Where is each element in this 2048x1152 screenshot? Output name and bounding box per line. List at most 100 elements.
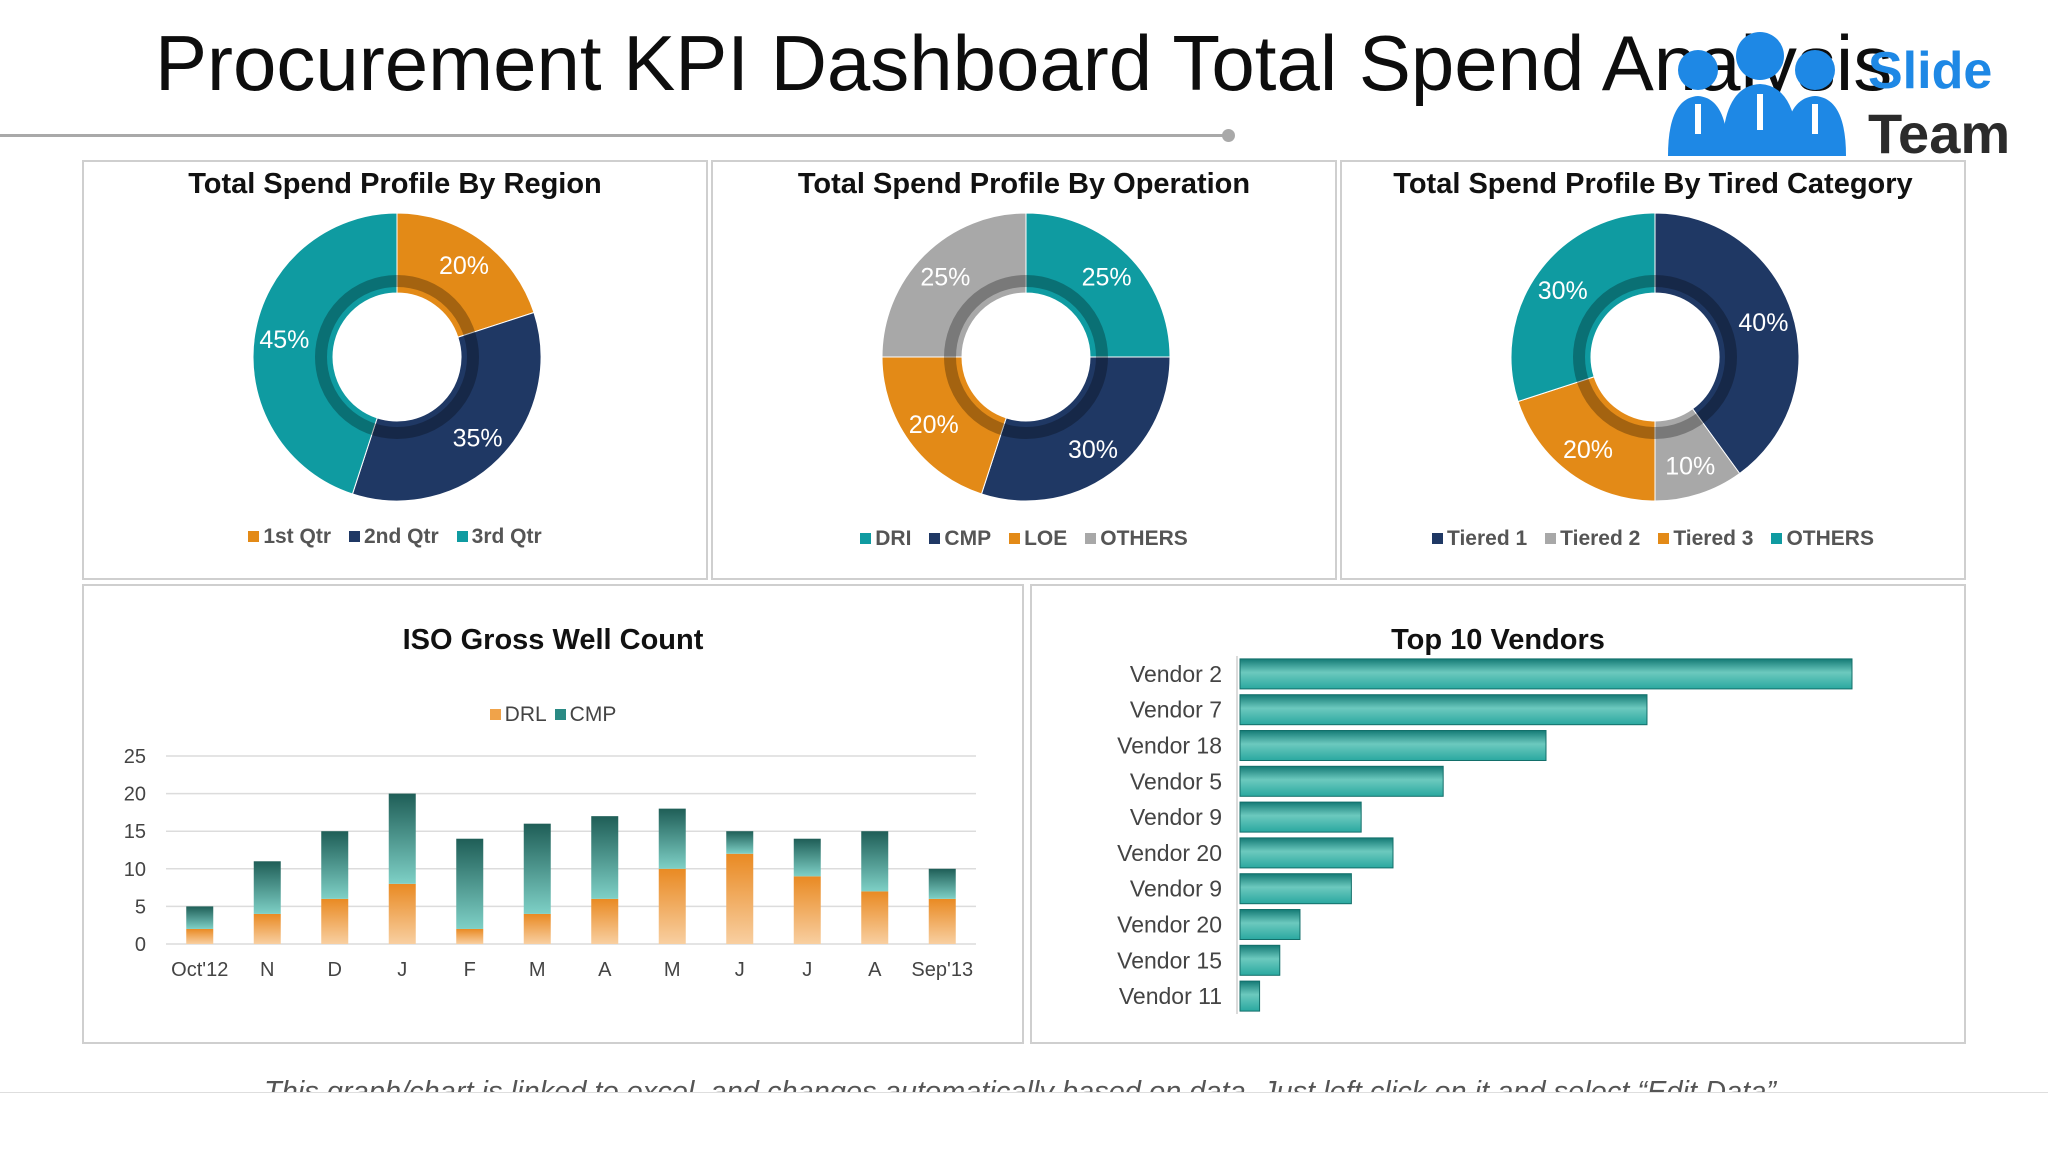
category-label: Vendor 11 [1119,983,1222,1009]
bar-vendor-9-4[interactable] [1239,801,1362,833]
legend-swatch [1545,533,1557,544]
bar-vendor-9-6[interactable] [1239,873,1352,905]
bar-cmp-3[interactable] [388,793,416,884]
slice-label-3rd-qtr: 45% [259,326,309,354]
panel-spend-by-region[interactable]: Total Spend Profile By Region 20% 35% 45% … [82,160,708,580]
legend-item-2nd-qtr: 2nd Qtr [349,525,439,549]
bar-cmp-4[interactable] [456,838,484,929]
legend-item-cmp: CMP [929,527,991,551]
category-label: Vendor 20 [1117,840,1222,866]
donut-inner-ring [944,275,1108,439]
bar-drl-9[interactable] [793,876,821,944]
x-tick-label: Oct'12 [171,959,228,981]
bar-cmp-7[interactable] [658,808,686,869]
legend-swatch [456,531,468,542]
legend-swatch [929,533,941,544]
bar-drl-6[interactable] [591,898,619,944]
slice-label-1st-qtr: 20% [439,252,489,280]
bar-vendor-11-9[interactable] [1239,980,1261,1012]
category-label: Vendor 15 [1117,947,1222,973]
donut-inner-ring [315,275,479,439]
slice-label-loe: 20% [909,411,959,439]
slice-label-tiered-2: 10% [1665,452,1715,480]
bar-vendor-18-2[interactable] [1239,730,1547,761]
bar-drl-11[interactable] [928,898,956,944]
donut-chart-operation[interactable]: 25% 30% 20% 25% [713,202,1339,532]
slice-label-tiered-3: 20% [1563,436,1613,464]
bar-cmp-8[interactable] [726,831,754,854]
people-group-icon [1668,32,1846,156]
bar-cmp-5[interactable] [523,823,551,914]
bar-cmp-0[interactable] [186,906,214,929]
bar-vendor-15-8[interactable] [1239,944,1281,976]
bar-drl-10[interactable] [861,891,889,944]
bar-vendor-7-1[interactable] [1239,694,1648,726]
legend-item-loe: LOE [1009,527,1067,551]
legend-label: Tiered 1 [1447,526,1528,550]
category-label: Vendor 5 [1130,768,1222,794]
bar-drl-1[interactable] [253,913,281,944]
legend-label: OTHERS [1100,526,1188,550]
legend-item-tiered-1: Tiered 1 [1432,527,1527,551]
panel-top-10-vendors[interactable]: Top 10 Vendors Vendor 2 Vendor 7 Vendor 18… [1030,584,1966,1044]
bar-drl-5[interactable] [523,913,551,944]
chart-legend: 1st Qtr 2nd Qtr 3rd Qtr [84,524,706,549]
title-underline-dot [1222,129,1235,142]
x-tick-label: Sep'13 [911,959,973,981]
horizontal-bar-chart[interactable]: Vendor 2 Vendor 7 Vendor 18 Vendor 5 Vendor … [1032,656,1968,1036]
bar-drl-7[interactable] [658,868,686,944]
slideteam-logo: Slide Team [1668,32,2010,165]
x-tick-label: M [529,959,546,981]
slice-label-tiered-1: 40% [1738,309,1788,337]
slice-label-dri: 25% [1082,263,1132,291]
legend-swatch [860,533,872,544]
donut-chart-region[interactable]: 20% 35% 45% [84,202,710,532]
legend-label: CMP [944,526,992,550]
chart-legend: DRL CMP [84,702,1022,727]
category-label: Vendor 2 [1130,661,1222,687]
legend-label: OTHERS [1786,526,1874,550]
legend-label: 3rd Qtr [471,524,542,548]
chart-legend: DRI CMP LOE OTHERS [713,526,1335,551]
category-label: Vendor 7 [1130,697,1222,723]
bar-drl-3[interactable] [388,883,416,944]
y-tick-label: 10 [124,859,146,881]
bar-cmp-2[interactable] [321,831,349,899]
panel-iso-gross-well-count[interactable]: ISO Gross Well Count DRL CMP 0 5 10 15 20 25 Oc… [82,584,1024,1044]
slice-2nd-qtr[interactable] [351,311,542,502]
x-tick-label: A [598,959,612,981]
legend-item-drl: DRL [489,702,547,727]
bar-cmp-9[interactable] [793,838,821,877]
legend-item-cmp: CMP [554,703,616,727]
donut-chart-tiered-category[interactable]: 40% 10% 20% 30% [1342,202,1968,532]
bar-cmp-6[interactable] [591,816,619,899]
bar-cmp-1[interactable] [253,861,281,914]
legend-swatch [1771,533,1783,544]
bar-vendor-20-5[interactable] [1239,837,1394,869]
bar-drl-8[interactable] [726,853,754,944]
x-tick-label: J [397,959,407,981]
bar-drl-2[interactable] [321,898,349,944]
bar-vendor-2-0[interactable] [1239,658,1853,690]
stacked-column-chart[interactable]: 0 5 10 15 20 25 Oct'12 N D J F M A M J J A Sep'13 [84,736,1026,1036]
y-tick-label: 20 [124,784,146,806]
panel-spend-by-tiered-category[interactable]: Total Spend Profile By Tired Category 40… [1340,160,1966,580]
bar-cmp-11[interactable] [928,868,956,899]
bar-cmp-10[interactable] [861,831,889,892]
legend-label: 1st Qtr [263,524,331,548]
panel-spend-by-operation[interactable]: Total Spend Profile By Operation 25% 30% 2… [711,160,1337,580]
category-label: Vendor 20 [1117,912,1222,938]
bar-vendor-5-3[interactable] [1239,765,1444,797]
chart-title: Total Spend Profile By Tired Category [1393,168,1913,200]
bar-drl-4[interactable] [456,928,484,944]
legend-item-tiered-3: Tiered 3 [1658,527,1753,551]
slice-label-others: 30% [1538,277,1588,305]
y-tick-label: 5 [135,896,146,918]
footer-note: This graph/chart is linked to excel, and… [263,1076,1785,1092]
bar-drl-0[interactable] [186,928,214,944]
chart-title: Total Spend Profile By Operation [797,168,1251,200]
legend-swatch [554,709,566,720]
bar-vendor-20-7[interactable] [1239,909,1301,940]
legend-label: DRL [504,702,547,726]
legend-item-dri: DRI [860,527,911,551]
